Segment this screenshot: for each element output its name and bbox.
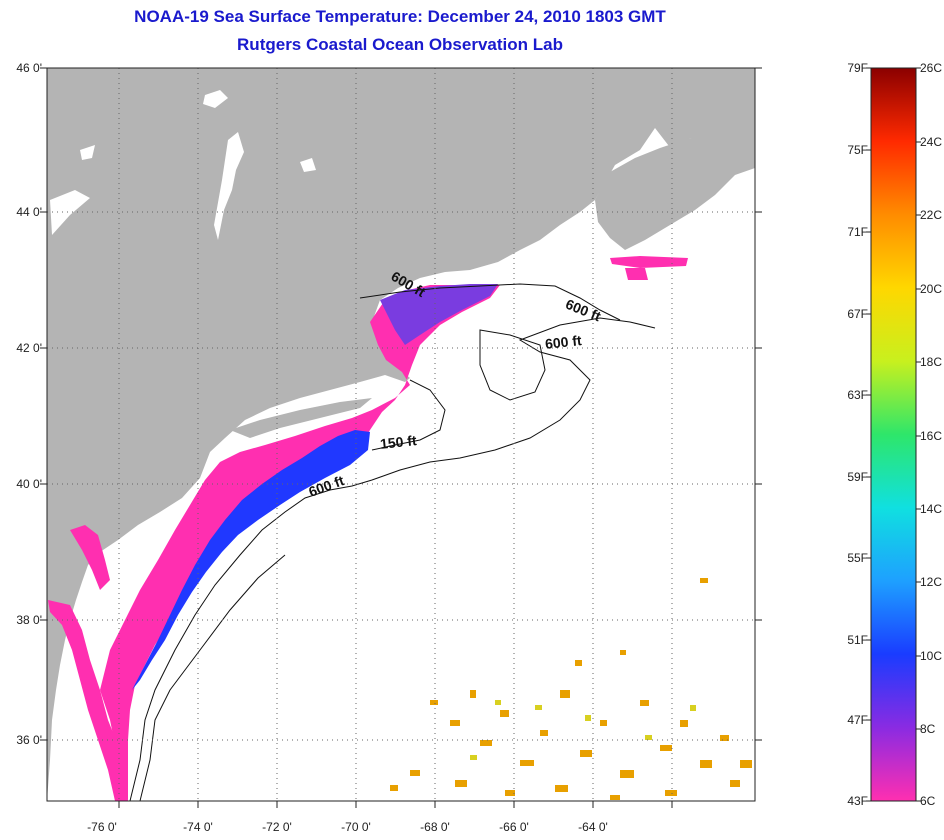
colorbar-f-label: 75F [847,143,868,157]
land-nova-scotia [595,138,755,250]
colorbar-f-label: 51F [847,633,868,647]
colorbar-f-label: 43F [847,794,868,808]
lake [50,190,90,235]
map-title: NOAA-19 Sea Surface Temperature: Decembe… [134,7,666,26]
land-mainland [47,68,755,801]
colorbar-c-label: 24C [920,135,943,149]
colorbar-ticks [866,67,921,802]
map-subtitle: Rutgers Coastal Ocean Observation Lab [237,35,563,54]
depth-contours [129,283,656,801]
lon-label: -76 0' [87,820,117,834]
colorbar [870,67,917,802]
lat-label: 44 0' [16,205,42,219]
gulf-maine-purple [380,284,498,345]
colorbar-c-label: 20C [920,282,943,296]
warm-water-speckles [390,578,752,800]
colorbar-f-label: 47F [847,713,868,727]
nova-scotia-patch [625,268,648,280]
map-frame [46,67,756,802]
frame-ticks [40,67,762,808]
colorbar-f-label: 71F [847,225,868,239]
chesapeake-bay [48,600,128,801]
lon-label: -74 0' [183,820,213,834]
lake [300,158,316,172]
colorbar-c-label: 12C [920,575,943,589]
colorbar-c-label: 22C [920,208,943,222]
colorbar-c-label: 6C [920,794,936,808]
lake [203,90,228,108]
land-long-island [230,398,372,438]
colorbar-f-label: 59F [847,470,868,484]
lon-label: -70 0' [341,820,371,834]
colorbar-c-label: 8C [920,722,936,736]
colorbar-c-label: 14C [920,502,943,516]
lat-label: 36 0' [16,733,42,747]
colorbar-f-label: 63F [847,388,868,402]
colorbar-c-label: 18C [920,355,943,369]
lon-label: -72 0' [262,820,292,834]
lat-label: 42 0' [16,341,42,355]
lon-label: -66 0' [499,820,529,834]
lon-label: -68 0' [420,820,450,834]
cold-water-shelf [100,284,500,801]
colorbar-c-label: 10C [920,649,943,663]
lake [80,145,95,160]
delaware-bay [70,525,110,590]
colorbar-c-label: 26C [920,61,943,75]
lake [214,132,244,240]
graticule [47,68,755,801]
lat-label: 46 0' [16,61,42,75]
colorbar-f-label: 67F [847,307,868,321]
warm-water-speckles-yellow [470,700,696,760]
colorbar-c-label: 16C [920,429,943,443]
nova-scotia-patch [610,256,688,268]
mid-water-shelf [132,430,370,690]
lat-label: 38 0' [16,613,42,627]
colorbar-f-label: 79F [847,61,868,75]
lon-label: -64 0' [578,820,608,834]
colorbar-f-label: 55F [847,551,868,565]
lat-label: 40 0' [16,477,42,491]
